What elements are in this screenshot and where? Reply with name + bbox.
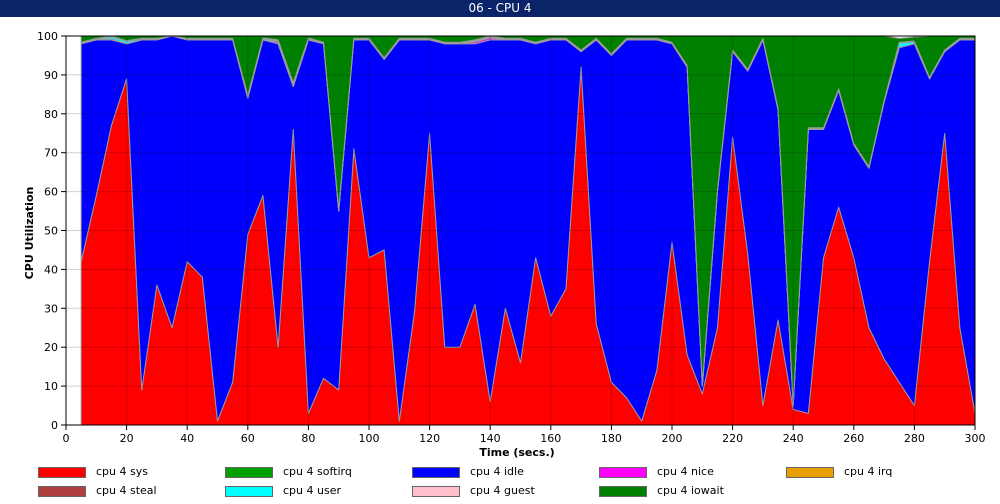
legend-swatch (38, 486, 86, 497)
y-tick-label: 30 (44, 302, 58, 315)
x-tick-label: 80 (301, 432, 315, 445)
legend-swatch (38, 467, 86, 478)
y-tick-label: 80 (44, 108, 58, 121)
x-tick-label: 140 (480, 432, 501, 445)
x-axis-label: Time (secs.) (479, 446, 554, 459)
y-tick-label: 100 (37, 30, 58, 43)
x-tick-label: 240 (783, 432, 804, 445)
legend-swatch (599, 486, 647, 497)
y-tick-label: 70 (44, 147, 58, 160)
legend-swatch (225, 467, 273, 478)
y-tick-label: 20 (44, 341, 58, 354)
legend-label: cpu 4 irq (844, 465, 893, 478)
cpu-utilization-chart: 0 10 20 30 40 50 60 70 80 90 100 0 20 40 60 80 100 120 140… (23, 30, 986, 459)
x-tick-label: 280 (904, 432, 925, 445)
x-tick-label: 100 (359, 432, 380, 445)
y-tick-label: 40 (44, 263, 58, 276)
y-tick-label: 10 (44, 380, 58, 393)
y-axis-label: CPU Utilization (23, 187, 36, 280)
x-tick-label: 180 (601, 432, 622, 445)
x-tick-label: 20 (120, 432, 134, 445)
y-tick-label: 0 (51, 419, 58, 432)
legend-label: cpu 4 idle (470, 465, 524, 478)
legend-label: cpu 4 nice (657, 465, 714, 478)
legend-swatch (412, 486, 460, 497)
x-tick-label: 0 (63, 432, 70, 445)
legend-label: cpu 4 steal (96, 484, 157, 497)
x-tick-label: 120 (419, 432, 440, 445)
legend-swatch (225, 486, 273, 497)
window-title: 06 - CPU 4 (0, 0, 1000, 17)
legend-swatch (599, 467, 647, 478)
legend-label: cpu 4 iowait (657, 484, 724, 497)
x-tick-label: 200 (662, 432, 683, 445)
y-tick-label: 60 (44, 186, 58, 199)
x-tick-label: 160 (540, 432, 561, 445)
legend-label: cpu 4 softirq (283, 465, 352, 478)
x-tick-label: 260 (843, 432, 864, 445)
legend-label: cpu 4 user (283, 484, 341, 497)
chart-legend: cpu 4 sys cpu 4 softirq cpu 4 idle cpu 4 ni… (0, 460, 1000, 504)
y-tick-label: 90 (44, 69, 58, 82)
x-tick-label: 220 (722, 432, 743, 445)
x-tick-label: 300 (965, 432, 986, 445)
legend-swatch (412, 467, 460, 478)
y-tick-label: 50 (44, 225, 58, 238)
legend-label: cpu 4 guest (470, 484, 535, 497)
x-tick-label: 40 (180, 432, 194, 445)
x-tick-label: 60 (241, 432, 255, 445)
legend-label: cpu 4 sys (96, 465, 148, 478)
legend-swatch (786, 467, 834, 478)
